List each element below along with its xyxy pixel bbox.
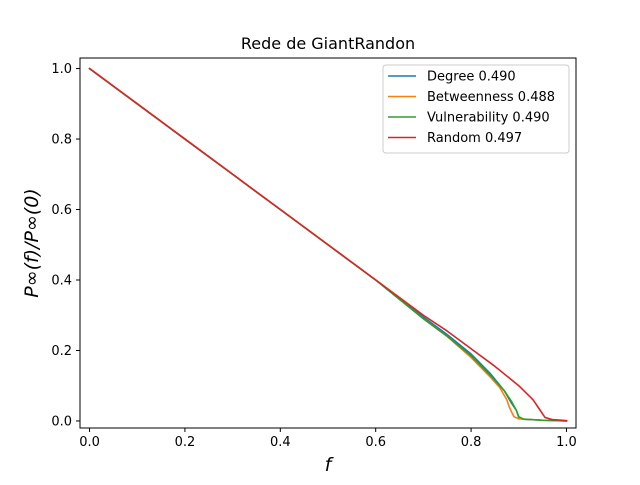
x-tick-label: 0.2 [175,435,196,450]
x-tick-label: 0.6 [365,435,386,450]
chart-title: Rede de GiantRandon [241,34,415,53]
x-axis-label: f [325,454,335,476]
y-axis: 0.0 0.2 0.4 0.6 0.8 1.0 [51,62,80,429]
y-tick-label: 0.4 [51,274,72,289]
series-layer [88,67,568,422]
x-tick-label: 0.0 [79,435,100,450]
x-tick-label: 0.4 [270,435,291,450]
legend-label: Vulnerability 0.490 [427,111,550,126]
x-tick-label: 0.8 [461,435,482,450]
legend-label: Degree 0.490 [427,70,516,85]
legend-label: Random 0.497 [427,131,522,146]
legend: Degree 0.490 Betweenness 0.488 Vulnerabili… [382,64,570,154]
y-axis-label: P∞(f)/P∞(0) [21,188,43,297]
y-tick-label: 0.8 [51,133,72,148]
y-tick-label: 0.0 [51,414,72,429]
y-tick-label: 0.2 [51,344,72,359]
legend-frame [382,64,570,154]
plot-area-frame [79,57,577,429]
y-tick-label: 1.0 [51,62,72,77]
series-line-4 [88,67,568,422]
y-tick-label: 0.6 [51,203,72,218]
x-tick-label: 1.0 [556,435,577,450]
x-axis: 0.0 0.2 0.4 0.6 0.8 1.0 [79,428,577,450]
legend-entries: Degree 0.490 Betweenness 0.488 Vulnerabili… [388,70,555,146]
legend-label: Betweenness 0.488 [427,90,555,105]
